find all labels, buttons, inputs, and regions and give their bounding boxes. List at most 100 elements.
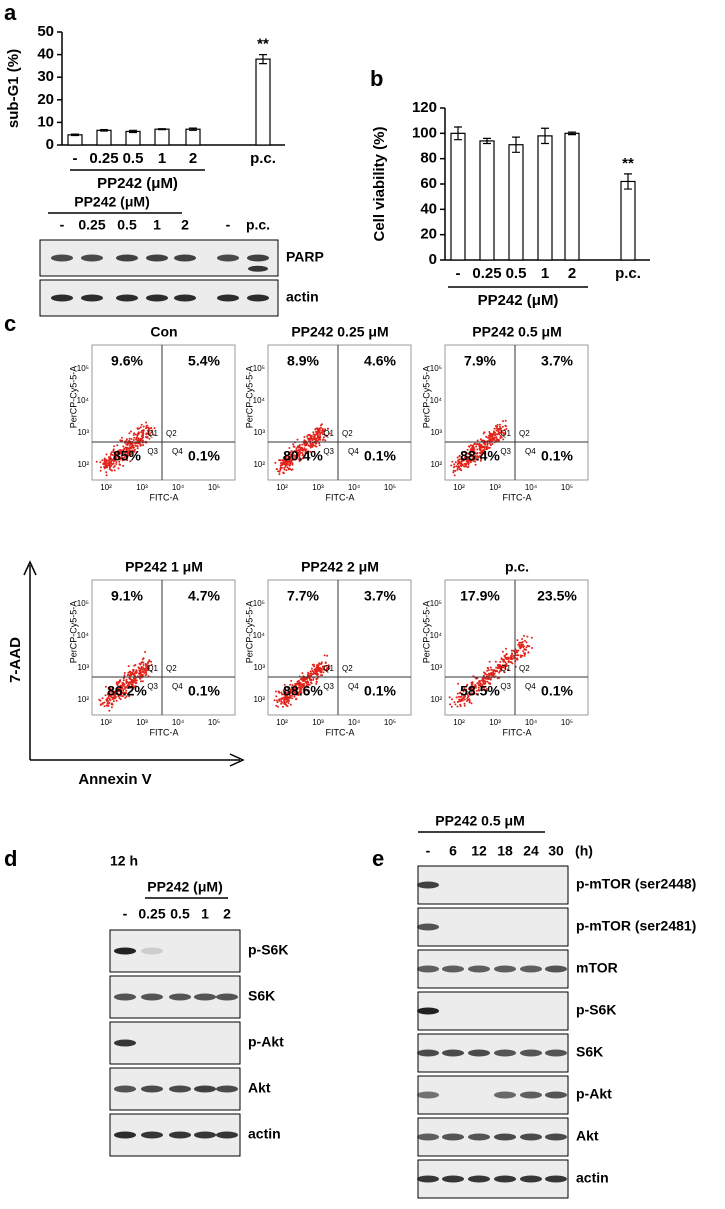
event-dot [484, 443, 487, 446]
event-dot [318, 444, 321, 447]
event-dot [456, 456, 459, 459]
event-dot [275, 468, 278, 471]
band [114, 947, 136, 955]
quadrant-name: Q2 [519, 429, 530, 438]
event-dot [499, 437, 502, 439]
event-dot [471, 692, 474, 695]
event-dot [287, 702, 290, 705]
event-dot [497, 666, 500, 669]
event-dot [122, 677, 125, 680]
error-bar [100, 129, 108, 132]
event-dot [491, 436, 494, 439]
event-dot [119, 463, 122, 466]
event-dot [140, 680, 142, 683]
event-dot [292, 445, 295, 448]
event-dot [318, 442, 321, 445]
event-dot [119, 698, 122, 701]
band [417, 881, 439, 889]
event-dot [511, 653, 513, 656]
event-dot [481, 451, 484, 454]
event-dot [114, 691, 116, 694]
event-dot [105, 461, 108, 463]
event-dot [142, 661, 145, 664]
event-dot [496, 433, 499, 436]
event-dot [304, 444, 307, 447]
event-dot [101, 702, 104, 705]
lane-label: 18 [497, 843, 513, 859]
band [417, 1091, 439, 1099]
event-dot [321, 439, 324, 441]
x-tick-label: 10³ [489, 483, 501, 492]
event-dot [511, 655, 514, 658]
band [169, 1131, 191, 1139]
event-dot [133, 432, 136, 435]
event-dot [504, 656, 507, 659]
event-dot [298, 684, 301, 687]
y-tick-label: 10⁴ [253, 631, 266, 640]
event-dot [471, 688, 474, 691]
event-dot [308, 437, 310, 440]
event-dot [477, 684, 480, 687]
event-dot [476, 455, 479, 458]
event-dot [458, 692, 461, 695]
x-tick-label: 0.5 [123, 150, 144, 167]
x-tick-label: 0.25 [89, 150, 118, 167]
event-dot [114, 457, 117, 460]
event-dot [118, 457, 121, 460]
event-dot [106, 462, 109, 465]
event-dot [111, 453, 114, 456]
lane-label: 1 [153, 217, 161, 233]
event-dot [472, 455, 475, 458]
band [248, 265, 268, 272]
panel-label: b [370, 66, 383, 91]
event-dot [481, 677, 484, 680]
event-dot [502, 664, 505, 667]
quadrant-percent: 9.6% [111, 353, 143, 369]
x-tick-label: 1 [541, 265, 549, 282]
event-dot [495, 439, 497, 442]
band [417, 1007, 439, 1015]
event-dot [122, 681, 124, 684]
event-dot [127, 671, 130, 674]
event-dot [127, 683, 130, 686]
event-dot [107, 691, 110, 694]
event-dot [522, 645, 525, 648]
event-dot [298, 691, 301, 694]
event-dot [474, 463, 477, 466]
event-dot [278, 459, 281, 462]
event-dot [453, 701, 456, 704]
event-dot [130, 447, 133, 450]
error-bar [71, 133, 79, 137]
event-dot [125, 443, 128, 446]
event-dot [470, 455, 473, 458]
event-dot [276, 701, 279, 704]
event-dot [475, 452, 478, 455]
event-dot [122, 684, 125, 687]
event-dot [280, 466, 283, 469]
event-dot [123, 685, 126, 688]
event-dot [312, 431, 315, 434]
event-dot [492, 670, 495, 673]
lane-label: 2 [223, 906, 231, 922]
event-dot [320, 663, 322, 666]
event-dot [107, 697, 110, 699]
event-dot [507, 656, 509, 659]
event-dot [144, 651, 147, 653]
plot-title: PP242 0.25 μM [291, 324, 388, 340]
y-tick-label: 10³ [77, 663, 89, 672]
event-dot [506, 668, 509, 671]
event-dot [500, 429, 503, 432]
event-dot [113, 464, 116, 467]
event-dot [129, 681, 132, 684]
event-dot [130, 430, 132, 433]
event-dot [130, 683, 133, 686]
error-bar [158, 128, 166, 131]
event-dot [310, 437, 313, 440]
event-dot [486, 669, 489, 672]
event-dot [486, 445, 489, 448]
bar [125, 130, 141, 146]
event-dot [283, 702, 286, 705]
event-dot [517, 654, 520, 657]
band [442, 1175, 464, 1183]
